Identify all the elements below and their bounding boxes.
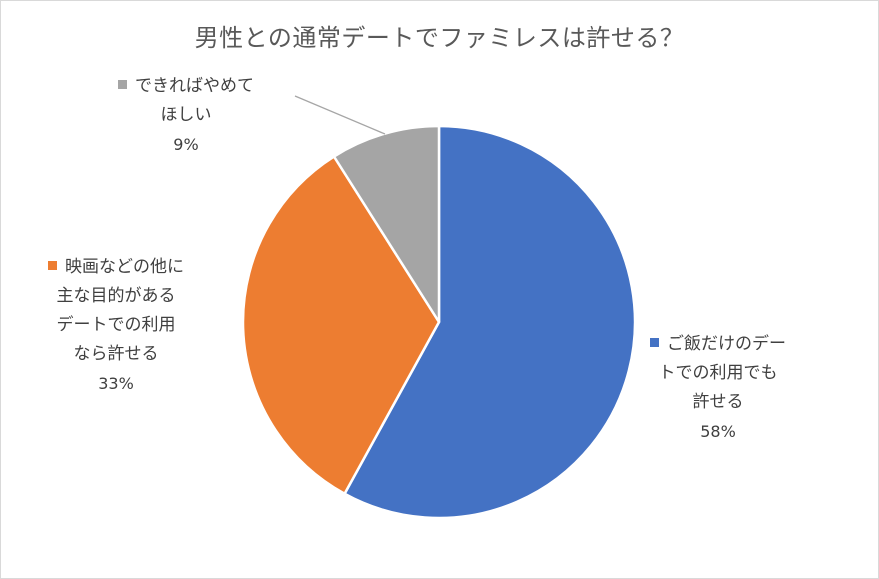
slice-label-2: できればやめて ほしい 9% bbox=[118, 72, 254, 159]
slice-label-1-text-0: 映画などの他に bbox=[65, 257, 184, 277]
legend-key-2 bbox=[118, 79, 127, 89]
slice-label-2-line-0: できればやめて bbox=[118, 72, 254, 101]
pie-slice-1 bbox=[241, 155, 441, 496]
legend-key-1 bbox=[48, 260, 57, 270]
leader-line bbox=[294, 95, 386, 135]
slice-label-1: 映画などの他に 主な目的がある デートでの利用 なら許せる 33% bbox=[48, 253, 184, 398]
chart-title: 男性との通常デートでファミレスは許せる？ bbox=[194, 24, 685, 52]
slice-label-0: ご飯だけのデー トでの利用でも 許せる 58% bbox=[650, 330, 786, 446]
legend-key-0 bbox=[650, 337, 659, 347]
slice-value-1: 33% bbox=[98, 374, 134, 393]
slice-value-0: 58% bbox=[700, 422, 736, 441]
slice-value-2: 9% bbox=[173, 135, 199, 154]
slice-label-1-line-2: デートでの利用 bbox=[56, 315, 176, 335]
slice-label-2-text-0: できればやめて bbox=[135, 76, 254, 96]
slice-label-0-line-0: ご飯だけのデー bbox=[650, 330, 786, 359]
slice-label-1-line-0: 映画などの他に bbox=[48, 253, 184, 282]
pie-slices bbox=[241, 124, 637, 520]
slice-label-1-line-3: なら許せる bbox=[73, 344, 159, 364]
slice-label-0-text-0: ご飯だけのデー bbox=[667, 334, 786, 354]
slice-label-2-line-1: ほしい bbox=[160, 105, 212, 125]
slice-label-1-line-1: 主な目的がある bbox=[56, 286, 176, 306]
slice-label-0-line-2: 許せる bbox=[692, 392, 744, 412]
slice-label-0-line-1: トでの利用でも bbox=[658, 363, 778, 383]
pie-slice-0 bbox=[343, 124, 637, 520]
